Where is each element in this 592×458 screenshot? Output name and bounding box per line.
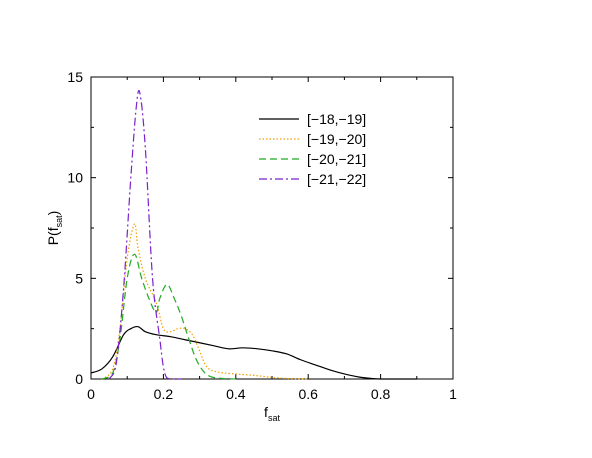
series-line-3	[108, 89, 182, 380]
x-tick-label: 0.6	[298, 386, 318, 402]
legend: [−18,−19] [−19,−20] [−20,−21] [−21,−22]	[259, 111, 366, 187]
y-axis-label: P(fsat)	[45, 211, 64, 246]
series-line-1	[101, 223, 309, 380]
x-tick-label: 0	[87, 386, 95, 402]
x-tick-label: 0.4	[226, 386, 246, 402]
y-tick-label: 10	[67, 170, 83, 186]
x-tick-label: 0.8	[371, 386, 391, 402]
y-tick-label: 0	[75, 371, 83, 387]
x-tick-label: 1	[449, 386, 457, 402]
legend-label-1: [−19,−20]	[307, 131, 366, 147]
y-tick-label: 15	[67, 69, 83, 85]
x-tick-label: 0.2	[154, 386, 174, 402]
series-group	[90, 89, 417, 380]
legend-label-2: [−20,−21]	[307, 151, 366, 167]
legend-label-0: [−18,−19]	[307, 111, 366, 127]
series-line-2	[101, 253, 236, 380]
y-tick-label: 5	[75, 270, 83, 286]
legend-label-3: [−21,−22]	[307, 171, 366, 187]
x-axis-label: fsat	[264, 404, 280, 423]
plot-frame	[90, 76, 454, 380]
series-line-0	[90, 325, 417, 380]
